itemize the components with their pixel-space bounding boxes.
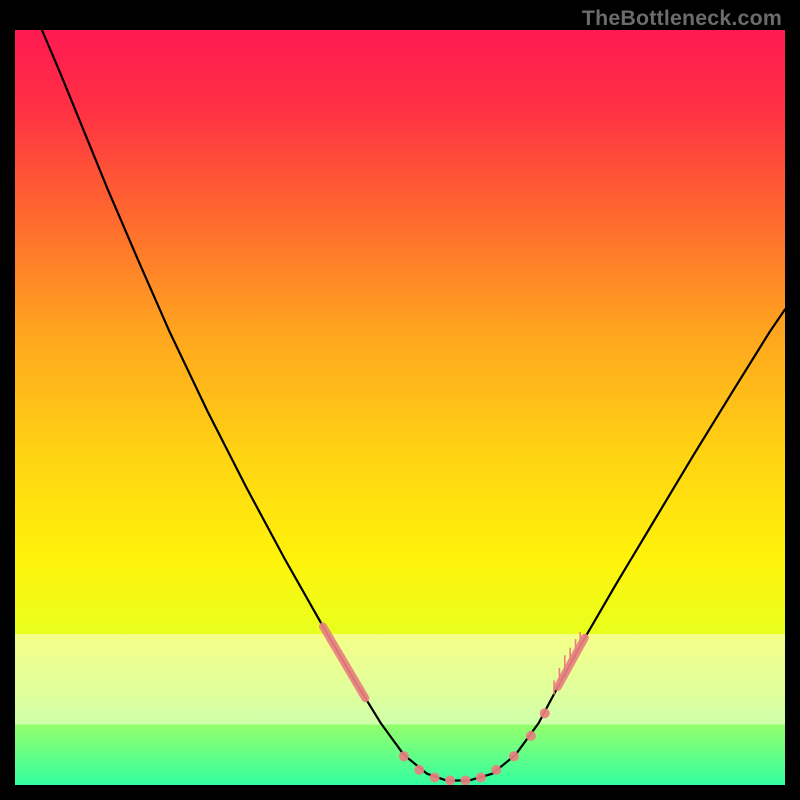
overlay-dot-5 xyxy=(476,772,486,782)
overlay-dot-0 xyxy=(399,751,409,761)
overlay-dot-8 xyxy=(526,731,536,741)
overlay-dot-7 xyxy=(509,751,519,761)
overlay-dot-1 xyxy=(414,765,424,775)
bottleneck-chart xyxy=(0,0,800,800)
overlay-dot-4 xyxy=(460,775,470,785)
highlight-band xyxy=(15,634,785,725)
overlay-dot-9 xyxy=(540,708,550,718)
overlay-dot-2 xyxy=(430,772,440,782)
overlay-dot-3 xyxy=(445,775,455,785)
overlay-dot-6 xyxy=(491,765,501,775)
watermark-text: TheBottleneck.com xyxy=(582,6,782,31)
chart-frame: TheBottleneck.com xyxy=(0,0,800,800)
